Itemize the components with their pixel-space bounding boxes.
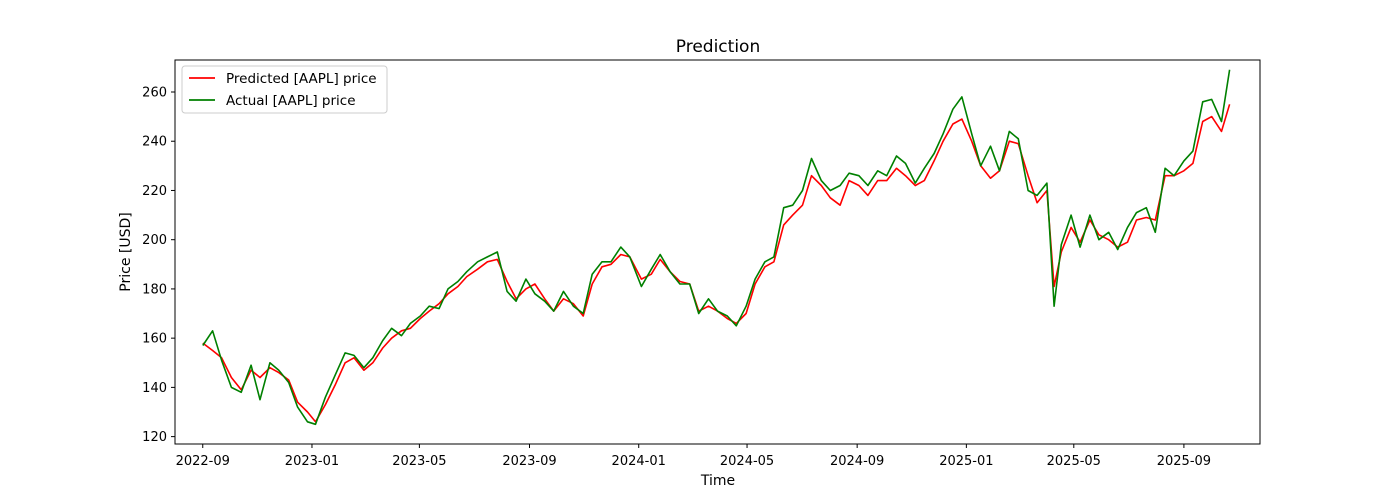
x-tick-label: 2023-09 (502, 454, 556, 469)
y-tick-label: 180 (142, 282, 167, 297)
y-tick-label: 200 (142, 233, 167, 248)
plot-area (202, 69, 1231, 426)
y-axis: 120 140 160 180 200 220 240 260 (142, 86, 175, 445)
x-tick-label: 2025-01 (939, 454, 993, 469)
x-tick-label: 2024-01 (612, 454, 666, 469)
y-tick-label: 260 (142, 86, 167, 101)
legend: Predicted [AAPL] price Actual [AAPL] pric… (181, 65, 388, 114)
x-axis-title: Time (700, 473, 735, 489)
x-tick-label: 2024-09 (830, 454, 884, 469)
chart-title: Prediction (676, 37, 760, 57)
x-tick-label: 2024-05 (720, 454, 774, 469)
series-line-actual (202, 69, 1231, 426)
legend-label: Actual [AAPL] price (226, 93, 356, 109)
y-tick-label: 120 (142, 430, 167, 445)
y-tick-label: 220 (142, 184, 167, 199)
x-tick-label: 2023-05 (392, 454, 446, 469)
legend-label: Predicted [AAPL] price (226, 71, 377, 87)
y-tick-label: 140 (142, 381, 167, 396)
plot-frame (174, 59, 1261, 445)
x-tick-label: 2025-09 (1157, 454, 1211, 469)
legend-box (181, 65, 388, 114)
x-tick-label: 2025-05 (1047, 454, 1101, 469)
y-axis-title: Price [USD] (118, 212, 134, 291)
x-tick-label: 2023-01 (285, 454, 339, 469)
x-tick-label: 2022-09 (176, 454, 230, 469)
y-tick-label: 160 (142, 332, 167, 347)
y-tick-label: 240 (142, 135, 167, 150)
x-axis: 2022-09 2023-01 2023-05 2023-09 2024-01 2024-… (176, 444, 1211, 469)
